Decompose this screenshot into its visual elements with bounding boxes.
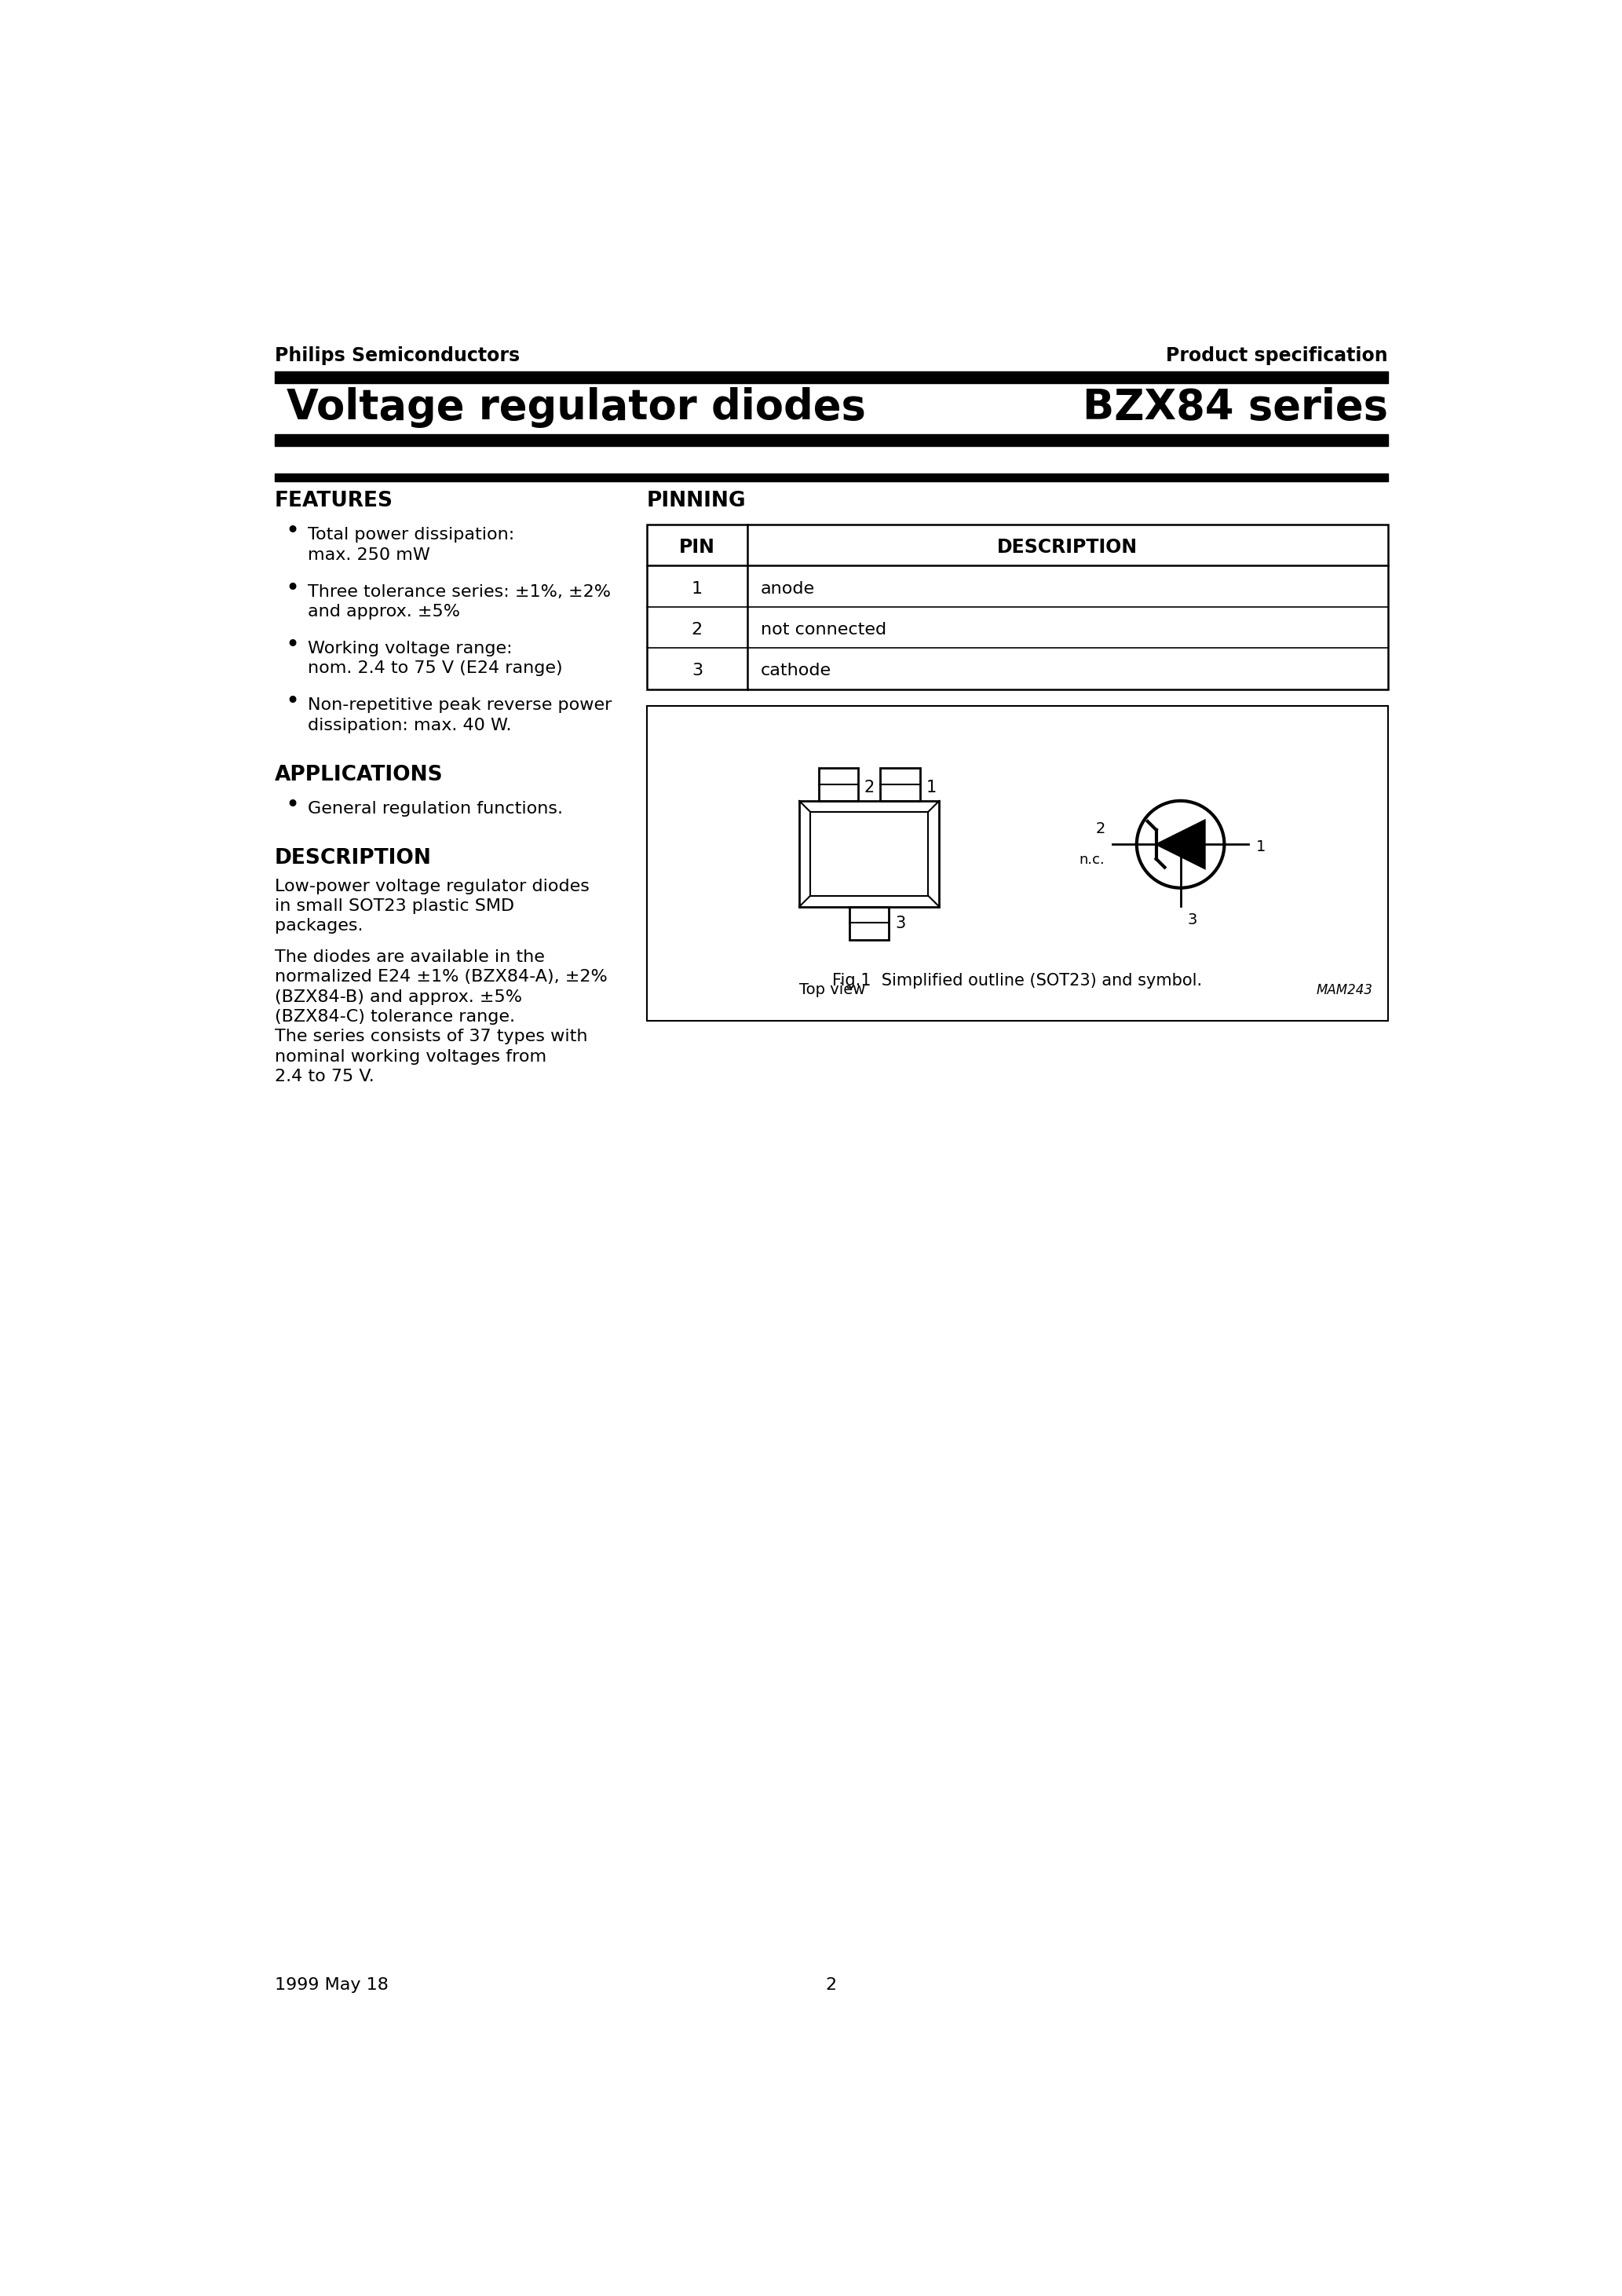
Text: Non-repetitive peak reverse power: Non-repetitive peak reverse power [308, 698, 611, 714]
Text: Philips Semiconductors: Philips Semiconductors [274, 347, 519, 365]
Text: 2.4 to 75 V.: 2.4 to 75 V. [274, 1070, 375, 1084]
Text: Top view: Top view [800, 983, 866, 996]
Bar [274, 434, 1388, 445]
Text: The series consists of 37 types with: The series consists of 37 types with [274, 1029, 587, 1045]
Bar [819, 767, 858, 801]
Text: and approx. ±5%: and approx. ±5% [308, 604, 461, 620]
Text: in small SOT23 plastic SMD: in small SOT23 plastic SMD [274, 898, 514, 914]
Text: FEATURES: FEATURES [274, 491, 393, 512]
Text: PINNING: PINNING [647, 491, 746, 512]
Text: 2: 2 [691, 622, 702, 638]
Bar [647, 705, 1388, 1019]
Polygon shape [1156, 820, 1205, 868]
Text: Three tolerance series: ±1%, ±2%: Three tolerance series: ±1%, ±2% [308, 583, 611, 599]
Text: cathode: cathode [761, 664, 832, 680]
Text: 1: 1 [691, 581, 702, 597]
Text: •: • [285, 634, 300, 657]
Bar [274, 372, 1388, 383]
Bar [881, 767, 920, 801]
Text: 1: 1 [1255, 840, 1265, 854]
Bar [647, 523, 1388, 689]
Text: Voltage regulator diodes: Voltage regulator diodes [287, 388, 866, 427]
Text: anode: anode [761, 581, 814, 597]
Text: Fig.1  Simplified outline (SOT23) and symbol.: Fig.1 Simplified outline (SOT23) and sym… [832, 974, 1202, 990]
Text: n.c.: n.c. [1079, 852, 1105, 868]
Text: not connected: not connected [761, 622, 886, 638]
Text: normalized E24 ±1% (BZX84-A), ±2%: normalized E24 ±1% (BZX84-A), ±2% [274, 969, 607, 985]
Text: 2: 2 [1095, 822, 1105, 836]
Text: Product specification: Product specification [1166, 347, 1388, 365]
Text: 3: 3 [691, 664, 702, 680]
Text: •: • [285, 691, 300, 714]
Text: MAM243: MAM243 [1317, 983, 1372, 996]
Text: APPLICATIONS: APPLICATIONS [274, 765, 443, 785]
Bar [850, 907, 889, 939]
Text: max. 250 mW: max. 250 mW [308, 546, 430, 563]
Text: 3: 3 [895, 916, 905, 932]
Bar [811, 813, 928, 895]
Text: dissipation: max. 40 W.: dissipation: max. 40 W. [308, 719, 513, 732]
Text: (BZX84-B) and approx. ±5%: (BZX84-B) and approx. ±5% [274, 990, 522, 1006]
Text: DESCRIPTION: DESCRIPTION [274, 847, 431, 868]
Text: •: • [285, 519, 300, 542]
Text: 1999 May 18: 1999 May 18 [274, 1977, 388, 1993]
Text: General regulation functions.: General regulation functions. [308, 801, 563, 817]
Text: 3: 3 [1187, 912, 1197, 928]
Text: DESCRIPTION: DESCRIPTION [998, 537, 1139, 558]
Bar [274, 473, 1388, 482]
Text: Working voltage range:: Working voltage range: [308, 641, 513, 657]
Bar [800, 801, 939, 907]
Text: 2: 2 [865, 778, 874, 794]
Text: 1: 1 [926, 778, 936, 794]
Text: The diodes are available in the: The diodes are available in the [274, 948, 545, 964]
Text: •: • [285, 794, 300, 817]
Text: Low-power voltage regulator diodes: Low-power voltage regulator diodes [274, 879, 589, 893]
Text: nom. 2.4 to 75 V (E24 range): nom. 2.4 to 75 V (E24 range) [308, 661, 563, 677]
Text: Total power dissipation:: Total power dissipation: [308, 528, 514, 542]
Text: nominal working voltages from: nominal working voltages from [274, 1049, 547, 1065]
Text: (BZX84-C) tolerance range.: (BZX84-C) tolerance range. [274, 1008, 514, 1024]
Text: BZX84 series: BZX84 series [1082, 388, 1388, 427]
Text: PIN: PIN [680, 537, 715, 558]
Text: •: • [285, 576, 300, 599]
Text: packages.: packages. [274, 918, 363, 934]
Text: 2: 2 [826, 1977, 837, 1993]
